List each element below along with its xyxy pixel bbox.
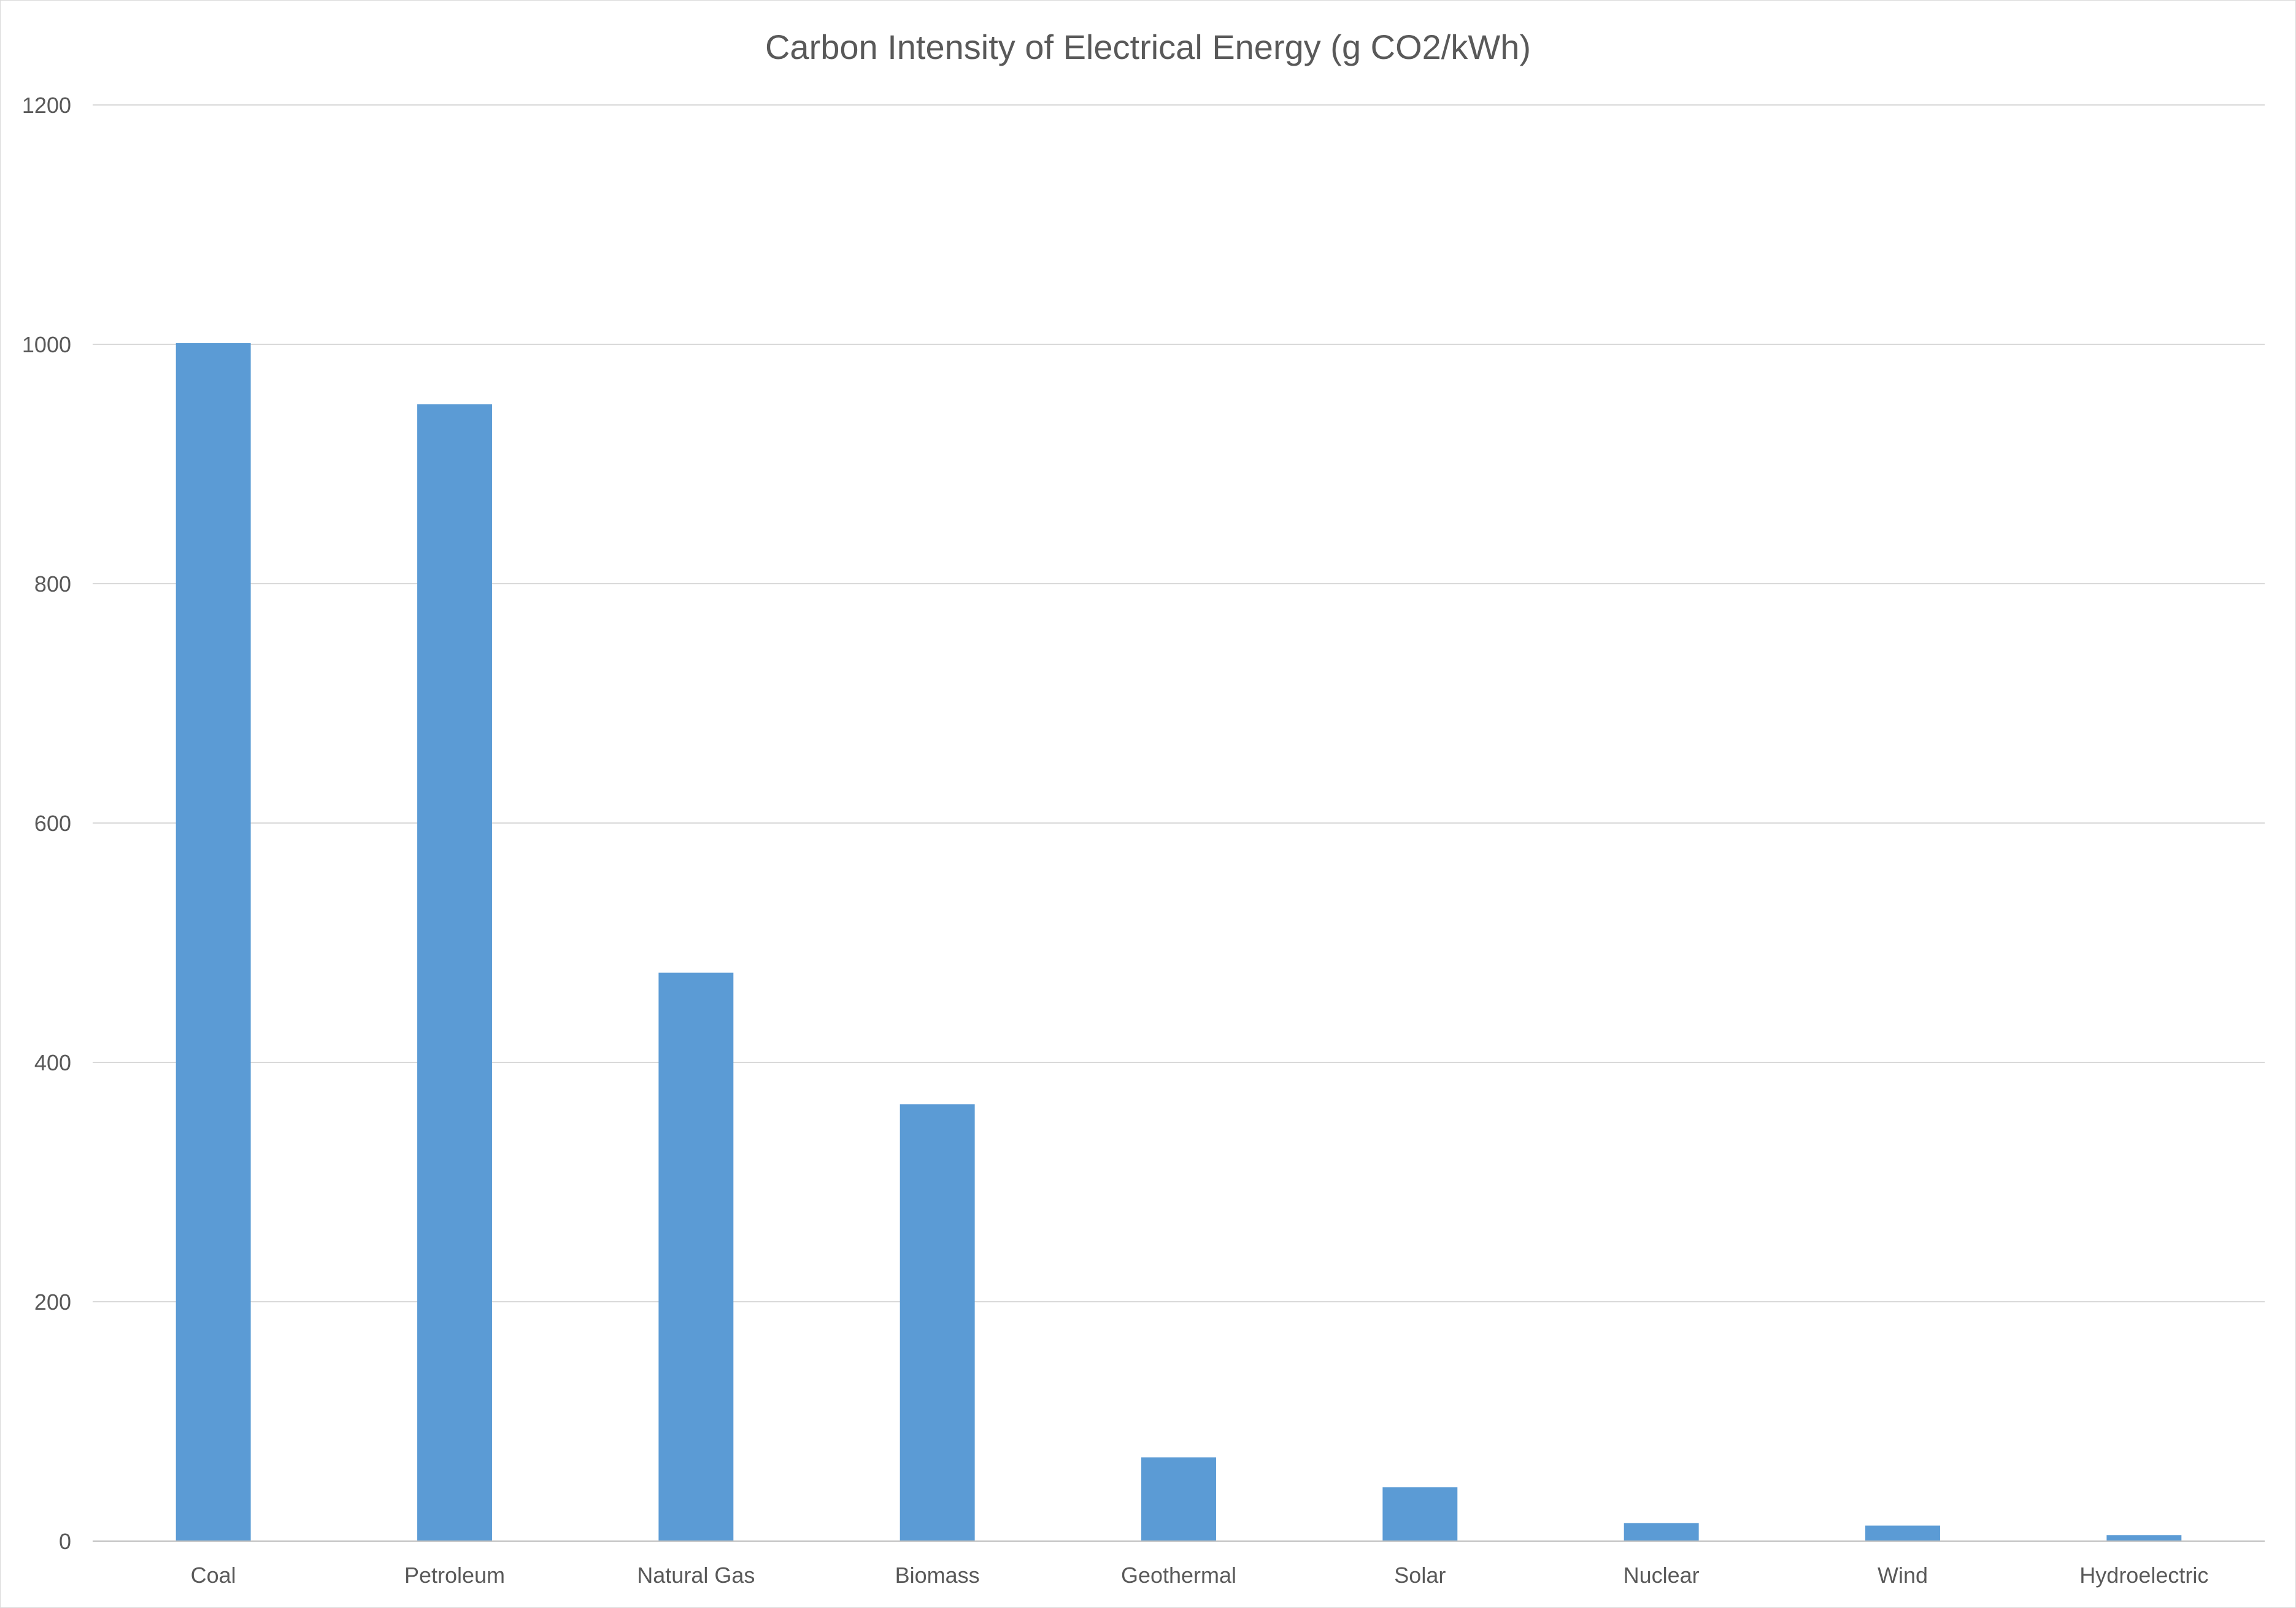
bar-petroleum	[417, 404, 492, 1541]
bar-geothermal	[1141, 1457, 1216, 1541]
bar-hydroelectric	[2106, 1535, 2182, 1541]
bar-coal	[175, 343, 251, 1541]
y-tick-label: 600	[34, 811, 71, 836]
bar-biomass	[900, 1104, 975, 1541]
bar-wind	[1865, 1525, 1940, 1541]
y-axis-ticks: 0 200 400 600 800 1000 1200	[22, 93, 71, 1554]
bar-natural-gas	[658, 972, 734, 1541]
x-tick-label: Nuclear	[1624, 1563, 1700, 1588]
x-tick-label: Geothermal	[1121, 1563, 1236, 1588]
x-tick-label: Coal	[191, 1563, 236, 1588]
x-tick-label: Hydroelectric	[2079, 1563, 2208, 1588]
y-tick-label: 1200	[22, 93, 71, 118]
x-tick-label: Wind	[1878, 1563, 1928, 1588]
bars	[175, 343, 2182, 1541]
bar-solar	[1382, 1487, 1458, 1541]
y-tick-label: 0	[59, 1529, 71, 1554]
x-tick-label: Solar	[1394, 1563, 1446, 1588]
y-tick-label: 200	[34, 1289, 71, 1315]
y-tick-label: 400	[34, 1050, 71, 1075]
chart-title: Carbon Intensity of Electrical Energy (g…	[765, 28, 1531, 66]
x-tick-label: Biomass	[895, 1563, 980, 1588]
x-tick-label: Natural Gas	[637, 1563, 755, 1588]
bar-nuclear	[1624, 1523, 1699, 1541]
x-tick-label: Petroleum	[404, 1563, 505, 1588]
x-axis-ticks: Coal Petroleum Natural Gas Biomass Geotherma…	[191, 1563, 2209, 1588]
y-tick-label: 1000	[22, 332, 71, 357]
y-tick-label: 800	[34, 571, 71, 597]
